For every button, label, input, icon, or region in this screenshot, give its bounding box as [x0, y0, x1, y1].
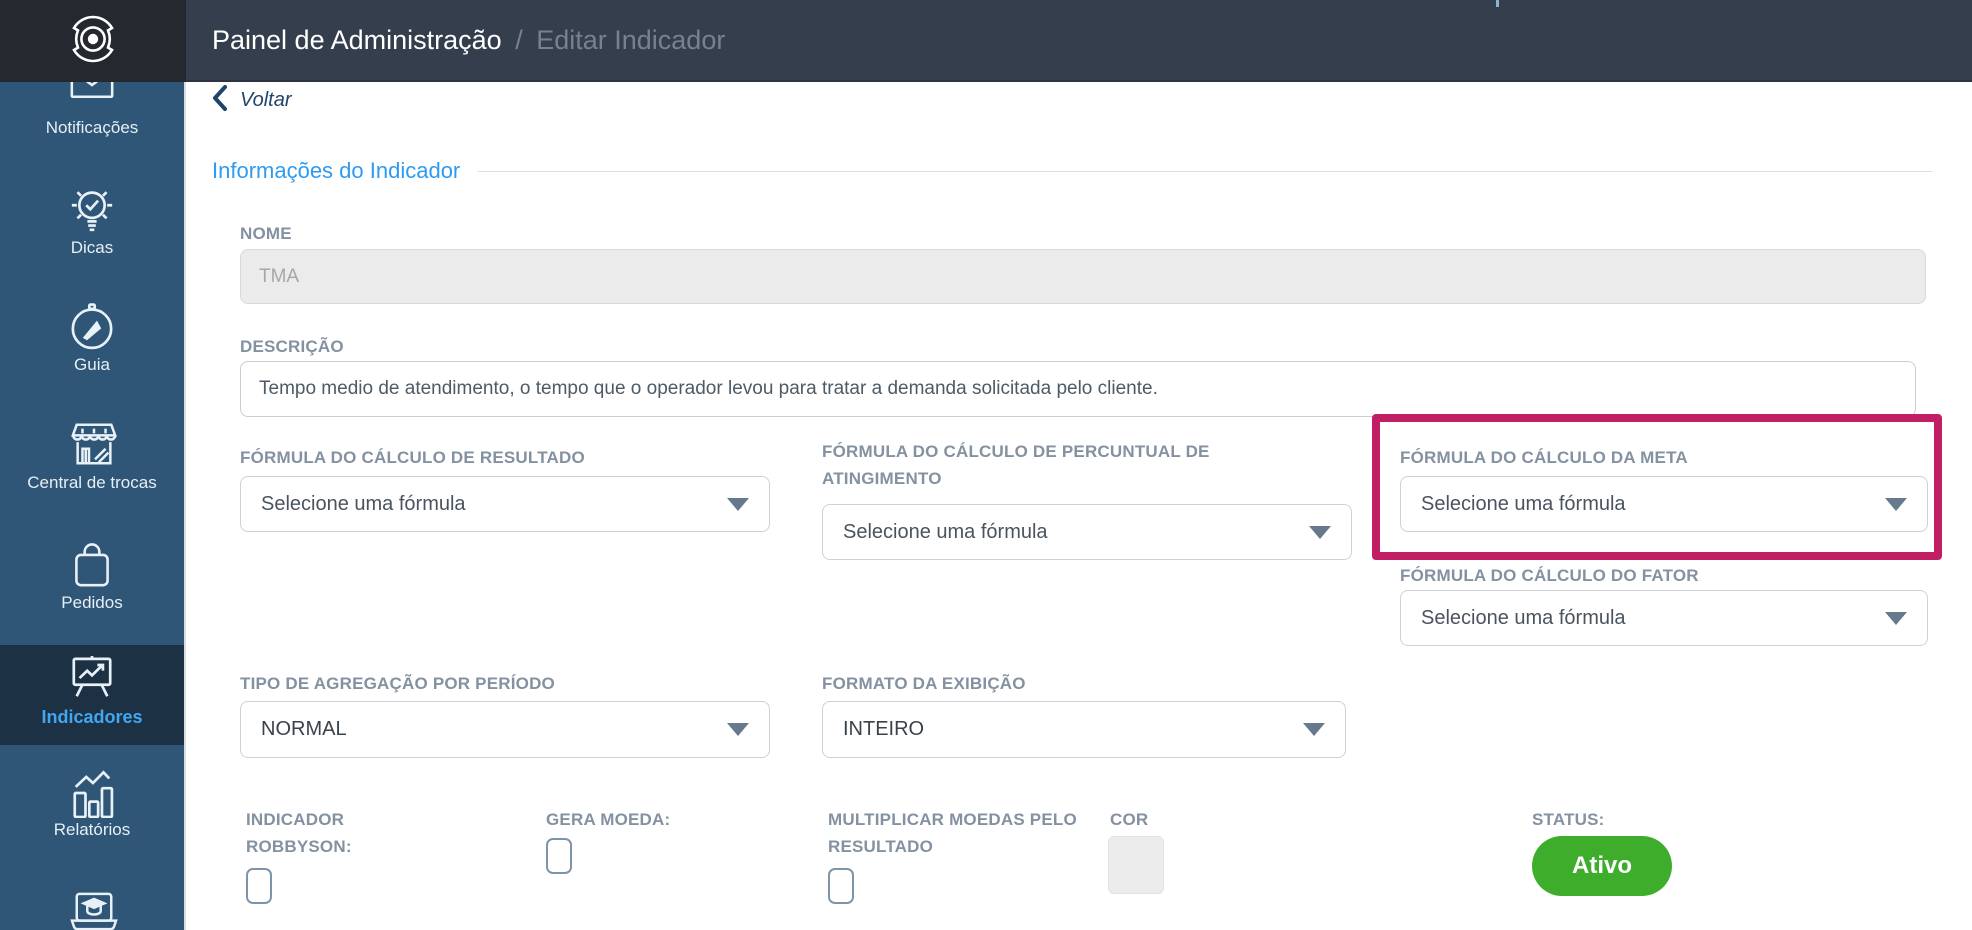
formato-exibicao-label: FORMATO DA EXIBIÇÃO: [822, 674, 1026, 693]
breadcrumb-primary[interactable]: Painel de Administração: [212, 24, 502, 55]
multiplicar-moedas-checkbox[interactable]: [828, 868, 854, 904]
cor-swatch[interactable]: [1108, 836, 1164, 894]
sidebar-item-indicadores[interactable]: Indicadores: [0, 655, 184, 729]
compass-icon: [69, 303, 115, 350]
sidebar-item-label: Pedidos: [61, 593, 123, 612]
indicador-robbyson-label: INDICADOR ROBBYSON:: [246, 810, 352, 857]
sidebar-item-elearning[interactable]: [0, 890, 184, 930]
cor-label: COR: [1110, 810, 1149, 829]
elearning-laptop-icon: [69, 890, 118, 930]
formula-fator-select[interactable]: Selecione uma fórmula: [1400, 590, 1928, 646]
chevron-down-icon: [1303, 723, 1325, 736]
storefront-icon: [69, 421, 117, 467]
gear-spiral-logo-icon: [65, 11, 121, 72]
gera-moeda-label: GERA MOEDA:: [546, 810, 671, 829]
tipo-agregacao-select[interactable]: NORMAL: [240, 701, 770, 758]
sidebar-active-highlight: [0, 645, 184, 745]
formula-percentual-value: Selecione uma fórmula: [843, 520, 1048, 543]
sidebar-item-dicas[interactable]: Dicas: [0, 186, 184, 258]
back-button[interactable]: Voltar: [212, 84, 292, 117]
formula-resultado-value: Selecione uma fórmula: [261, 492, 466, 515]
sidebar-item-pedidos[interactable]: Pedidos: [0, 541, 184, 613]
chevron-down-icon: [1309, 525, 1331, 539]
sidebar-item-label: Dicas: [70, 238, 114, 257]
top-bar: Painel de Administração / Editar Indicad…: [186, 0, 1972, 82]
nome-input[interactable]: [240, 249, 1926, 304]
formula-fator-label: FÓRMULA DO CÁLCULO DO FATOR: [1400, 566, 1699, 585]
formula-meta-label: FÓRMULA DO CÁLCULO DA META: [1400, 448, 1688, 467]
formula-resultado-select[interactable]: Selecione uma fórmula: [240, 476, 770, 532]
formula-resultado-label: FÓRMULA DO CÁLCULO DE RESULTADO: [240, 448, 585, 467]
formula-fator-value: Selecione uma fórmula: [1421, 606, 1626, 629]
formula-meta-value: Selecione uma fórmula: [1421, 492, 1626, 515]
chevron-down-icon: [1885, 611, 1907, 625]
section-title: Informações do Indicador: [212, 158, 461, 183]
status-toggle-button[interactable]: Ativo: [1532, 836, 1672, 896]
breadcrumb: Painel de Administração / Editar Indicad…: [212, 25, 725, 56]
breadcrumb-current: Editar Indicador: [536, 24, 726, 55]
section-header: Informações do Indicador: [212, 158, 1932, 184]
formato-exibicao-value: INTEIRO: [843, 718, 925, 740]
sidebar-item-label: Relatórios: [53, 820, 131, 839]
sidebar-item-guia[interactable]: Guia: [0, 303, 184, 375]
chevron-left-icon: [212, 84, 228, 117]
sidebar-item-label: Guia: [74, 355, 110, 374]
sidebar-item-relatorios[interactable]: Relatórios: [0, 768, 184, 840]
sidebar-item-label: Notificações: [45, 118, 139, 137]
breadcrumb-separator: /: [515, 24, 523, 55]
status-label: STATUS:: [1532, 810, 1605, 829]
nome-label: NOME: [240, 224, 292, 243]
chevron-down-icon: [1885, 497, 1907, 511]
gera-moeda-checkbox[interactable]: [546, 838, 572, 874]
multiplicar-moedas-label: MULTIPLICAR MOEDAS PELO RESULTADO: [828, 810, 1077, 857]
top-edge-tick: [1496, 0, 1499, 7]
lightbulb-icon: [69, 186, 115, 232]
sidebar-item-central-de-trocas[interactable]: Central de trocas: [0, 421, 184, 493]
sidebar-item-label: Central de trocas: [27, 473, 157, 492]
bar-chart-icon: [69, 768, 115, 818]
descricao-input[interactable]: [240, 361, 1916, 417]
app-logo[interactable]: [0, 0, 186, 82]
sidebar: Notificações Dicas Guia: [0, 0, 186, 930]
sidebar-item-label: Indicadores: [41, 707, 143, 727]
descricao-label: DESCRIÇÃO: [240, 337, 344, 356]
formula-percentual-label: FÓRMULA DO CÁLCULO DE PERCUNTUAL DE ATIN…: [822, 442, 1210, 489]
formato-exibicao-select[interactable]: INTEIRO: [822, 701, 1346, 758]
chevron-down-icon: [727, 723, 749, 736]
back-label: Voltar: [240, 89, 292, 111]
tipo-agregacao-label: TIPO DE AGREGAÇÃO POR PERÍODO: [240, 674, 555, 693]
indicador-robbyson-checkbox[interactable]: [246, 868, 272, 904]
presentation-chart-icon: [69, 655, 115, 701]
section-divider: [478, 170, 1932, 172]
chevron-down-icon: [727, 497, 749, 511]
formula-percentual-select[interactable]: Selecione uma fórmula: [822, 504, 1352, 560]
shopping-bag-icon: [69, 541, 115, 587]
formula-meta-select[interactable]: Selecione uma fórmula: [1400, 476, 1928, 532]
tipo-agregacao-value: NORMAL: [261, 718, 347, 740]
